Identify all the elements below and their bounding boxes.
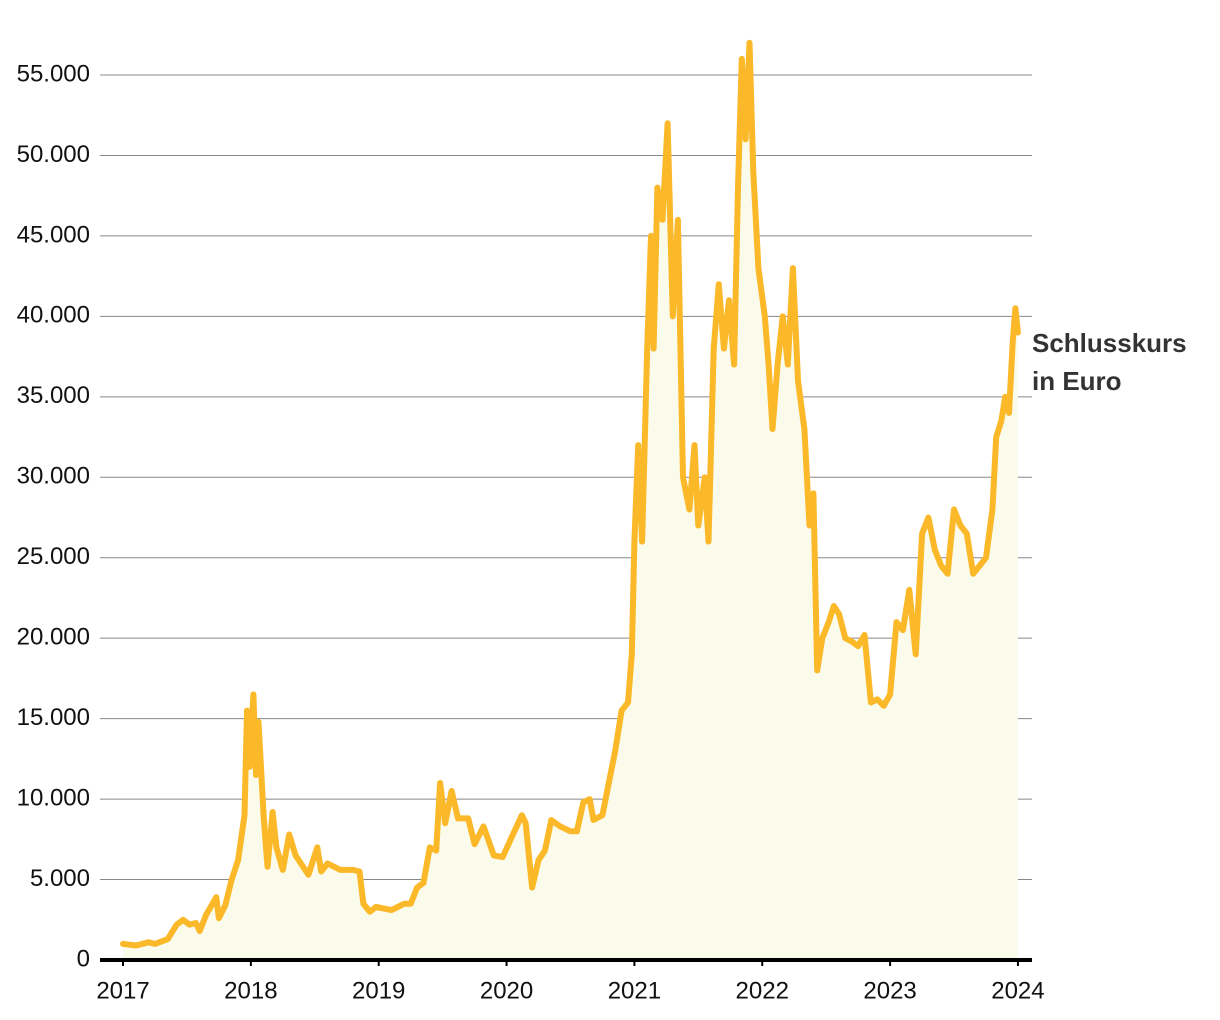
y-tick-label: 50.000 [17,141,90,168]
y-tick-label: 55.000 [17,60,90,87]
y-tick-label: 20.000 [17,624,90,651]
x-tick-label: 2020 [480,977,533,1004]
x-tick-label: 2018 [224,977,277,1004]
y-tick-label: 30.000 [17,463,90,490]
y-tick-label: 35.000 [17,382,90,409]
x-tick-label: 2024 [991,977,1044,1004]
x-tick-label: 2023 [863,977,916,1004]
x-tick-label: 2022 [736,977,789,1004]
y-tick-label: 25.000 [17,543,90,570]
y-tick-label: 10.000 [17,784,90,811]
x-tick-label: 2017 [96,977,149,1004]
y-tick-label: 0 [77,945,90,972]
y-tick-label: 15.000 [17,704,90,731]
series-label: Schlusskurs in Euro [1032,328,1187,396]
x-tick-label: 2019 [352,977,405,1004]
line [120,39,1021,949]
y-tick-label: 40.000 [17,302,90,329]
y-tick-label: 45.000 [17,221,90,248]
x-tick-label: 2021 [608,977,661,1004]
area [123,42,1018,961]
y-tick-label: 5.000 [30,865,90,892]
